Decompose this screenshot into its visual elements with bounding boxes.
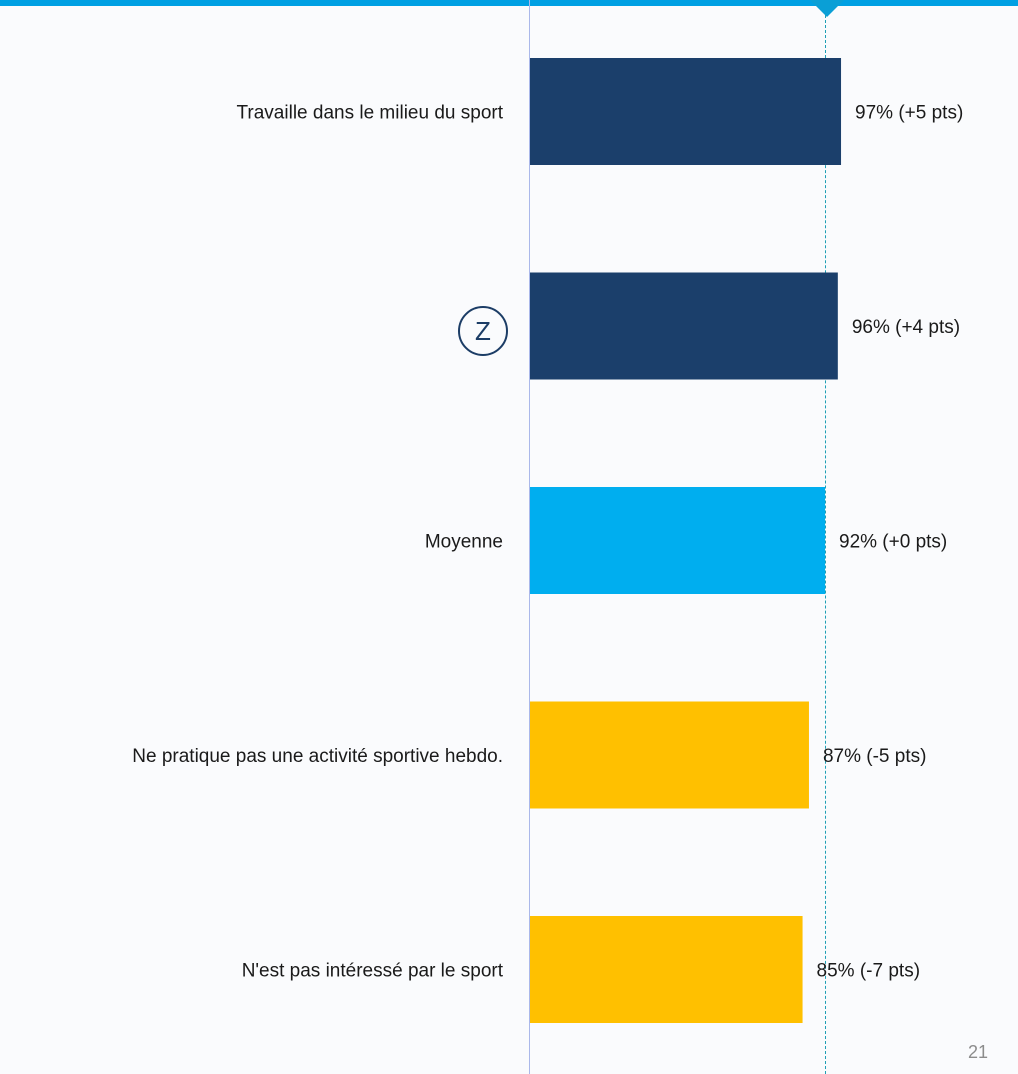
bar-4 xyxy=(530,916,803,1023)
chart-baseline xyxy=(529,0,530,1074)
bar-2 xyxy=(530,487,825,594)
value-label-4: 85% (-7 pts) xyxy=(817,961,920,982)
z-badge-label: Z xyxy=(475,315,491,346)
category-label-4: N'est pas intéressé par le sport xyxy=(242,961,504,982)
bar-0 xyxy=(530,58,842,165)
category-label-2: Moyenne xyxy=(425,532,503,553)
top-accent-bar xyxy=(0,0,1018,6)
z-badge: Z xyxy=(458,306,508,356)
value-label-2: 92% (+0 pts) xyxy=(839,532,947,553)
average-marker-triangle xyxy=(810,0,844,17)
bar-1 xyxy=(530,272,838,380)
category-label-0: Travaille dans le milieu du sport xyxy=(237,103,504,124)
average-reference-line xyxy=(825,10,826,1074)
page-number: 21 xyxy=(967,1042,988,1062)
value-label-1: 96% (+4 pts) xyxy=(852,317,960,338)
category-label-3: Ne pratique pas une activité sportive he… xyxy=(132,746,503,767)
value-label-0: 97% (+5 pts) xyxy=(855,103,963,124)
value-label-3: 87% (-5 pts) xyxy=(823,746,926,767)
bar-3 xyxy=(530,701,809,809)
